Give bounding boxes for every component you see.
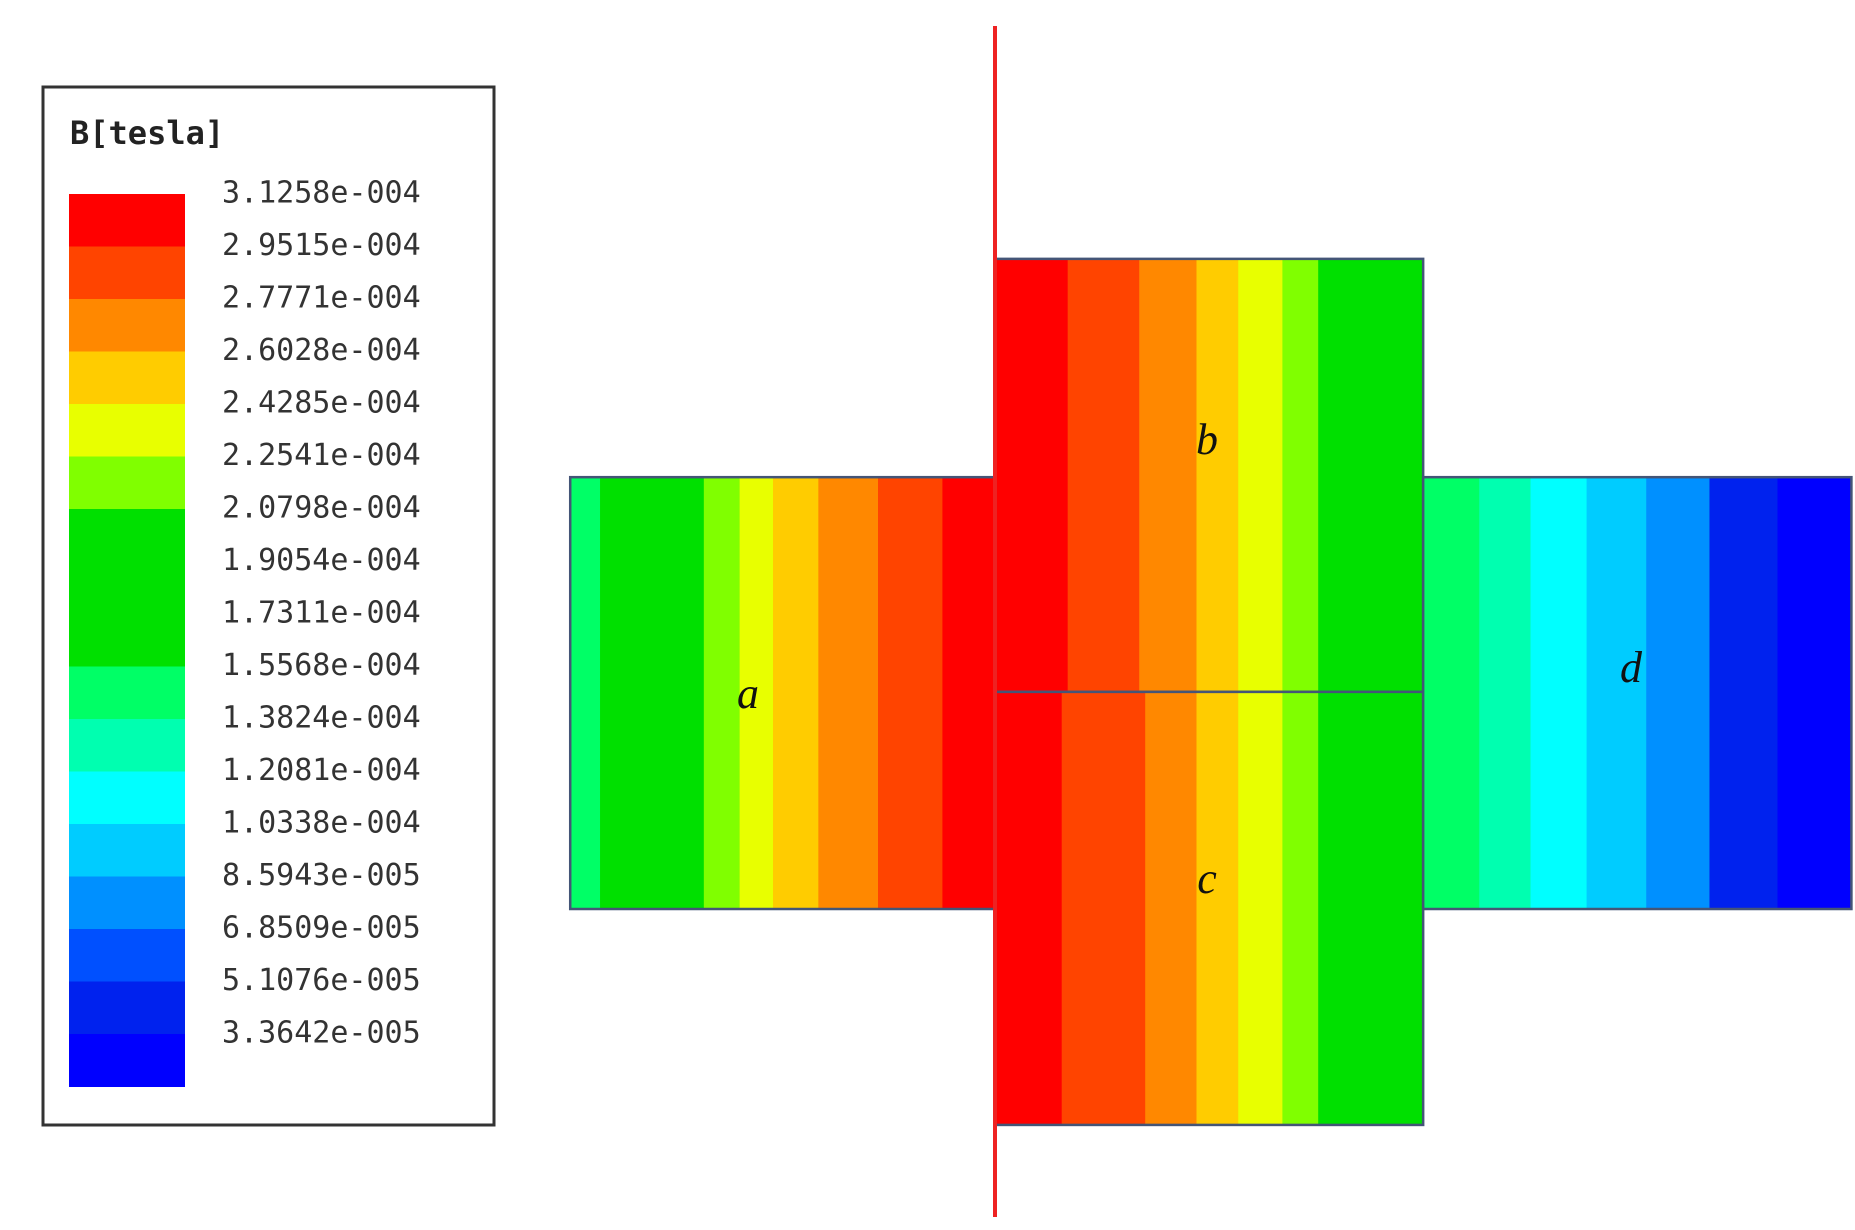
legend-swatch bbox=[69, 876, 185, 930]
legend-label: 2.4285e-004 bbox=[222, 386, 421, 421]
field-band bbox=[570, 477, 601, 910]
field-band bbox=[1646, 477, 1710, 910]
field-band bbox=[1318, 691, 1424, 1125]
legend-label: 1.3824e-004 bbox=[222, 701, 421, 736]
legend-swatch bbox=[69, 404, 185, 457]
field-band bbox=[1196, 258, 1239, 692]
field-band bbox=[1196, 691, 1239, 1125]
legend-label: 1.7311e-004 bbox=[222, 596, 421, 631]
legend-label: 2.9515e-004 bbox=[222, 228, 421, 263]
legend-swatch bbox=[69, 719, 185, 772]
legend-label: 1.5568e-004 bbox=[222, 648, 421, 683]
legend-swatch bbox=[69, 614, 185, 667]
legend-label: 8.5943e-005 bbox=[222, 858, 421, 893]
legend-swatch bbox=[69, 1034, 185, 1087]
field-band bbox=[994, 691, 1063, 1125]
legend-swatch bbox=[69, 771, 185, 825]
legend-label: 6.8509e-005 bbox=[222, 911, 421, 946]
legend-label: 5.1076e-005 bbox=[222, 963, 421, 998]
region-label: c bbox=[1197, 854, 1217, 903]
legend-label: 3.1258e-004 bbox=[222, 176, 421, 211]
field-band bbox=[600, 477, 705, 910]
field-band bbox=[942, 477, 996, 910]
field-band bbox=[1282, 258, 1319, 692]
legend-label: 1.0338e-004 bbox=[222, 806, 421, 841]
legend-label: 2.2541e-004 bbox=[222, 438, 421, 473]
field-band bbox=[1145, 691, 1198, 1125]
legend-swatch bbox=[69, 456, 185, 510]
field-band bbox=[1530, 477, 1588, 910]
field-band bbox=[1061, 691, 1146, 1125]
legend-swatch bbox=[69, 666, 185, 720]
field-band bbox=[1423, 477, 1480, 910]
field-band bbox=[1777, 477, 1852, 910]
field-band bbox=[818, 477, 879, 910]
field-band bbox=[1282, 691, 1319, 1125]
legend-swatch bbox=[69, 509, 185, 562]
field-band bbox=[994, 258, 1069, 692]
legend-swatch bbox=[69, 299, 185, 352]
field-band bbox=[773, 477, 819, 910]
legend-swatch bbox=[69, 351, 185, 405]
legend-label: 2.0798e-004 bbox=[222, 491, 421, 526]
region-label: b bbox=[1196, 415, 1218, 464]
legend-swatch bbox=[69, 981, 185, 1035]
legend-label: 1.9054e-004 bbox=[222, 543, 421, 578]
field-band bbox=[1586, 477, 1647, 910]
legend-swatch bbox=[69, 561, 185, 615]
legend-swatches bbox=[69, 194, 185, 1087]
legend-labels: 3.1258e-004 2.9515e-004 2.7771e-004 2.6028e… bbox=[222, 176, 421, 1051]
legend-label: 1.2081e-004 bbox=[222, 753, 421, 788]
legend-title: B[tesla] bbox=[70, 114, 224, 152]
legend-swatch bbox=[69, 929, 185, 982]
field-band bbox=[739, 477, 774, 910]
field-band bbox=[1709, 477, 1778, 910]
region-label: d bbox=[1620, 643, 1643, 692]
region-label: a bbox=[737, 669, 759, 718]
field-band bbox=[877, 477, 943, 910]
legend-label: 2.6028e-004 bbox=[222, 333, 421, 368]
field-band bbox=[1139, 258, 1198, 692]
field-band bbox=[703, 477, 741, 910]
field-band bbox=[1238, 258, 1283, 692]
regions bbox=[568, 257, 1853, 1127]
legend-swatch bbox=[69, 194, 185, 247]
legend-label: 2.7771e-004 bbox=[222, 281, 421, 316]
legend-swatch bbox=[69, 824, 185, 877]
field-band bbox=[1318, 258, 1424, 692]
legend-label: 3.3642e-005 bbox=[222, 1016, 421, 1051]
field-band bbox=[1479, 477, 1532, 910]
region-outline bbox=[1421, 475, 1853, 911]
legend-swatch bbox=[69, 246, 185, 300]
field-band bbox=[1067, 258, 1140, 692]
field-band bbox=[1238, 691, 1283, 1125]
